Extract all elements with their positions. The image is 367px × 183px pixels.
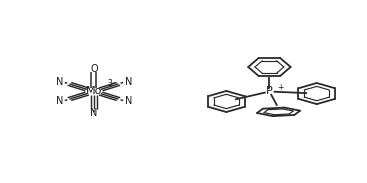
Text: N: N bbox=[55, 96, 63, 106]
Text: O: O bbox=[90, 64, 98, 74]
Text: P: P bbox=[266, 87, 273, 96]
Text: Mo: Mo bbox=[86, 87, 102, 96]
Text: +: + bbox=[277, 83, 283, 92]
Text: N: N bbox=[125, 77, 132, 87]
Text: 3⁻: 3⁻ bbox=[108, 79, 117, 88]
Text: N: N bbox=[125, 96, 132, 106]
Text: N: N bbox=[90, 108, 98, 118]
Text: N: N bbox=[55, 77, 63, 87]
